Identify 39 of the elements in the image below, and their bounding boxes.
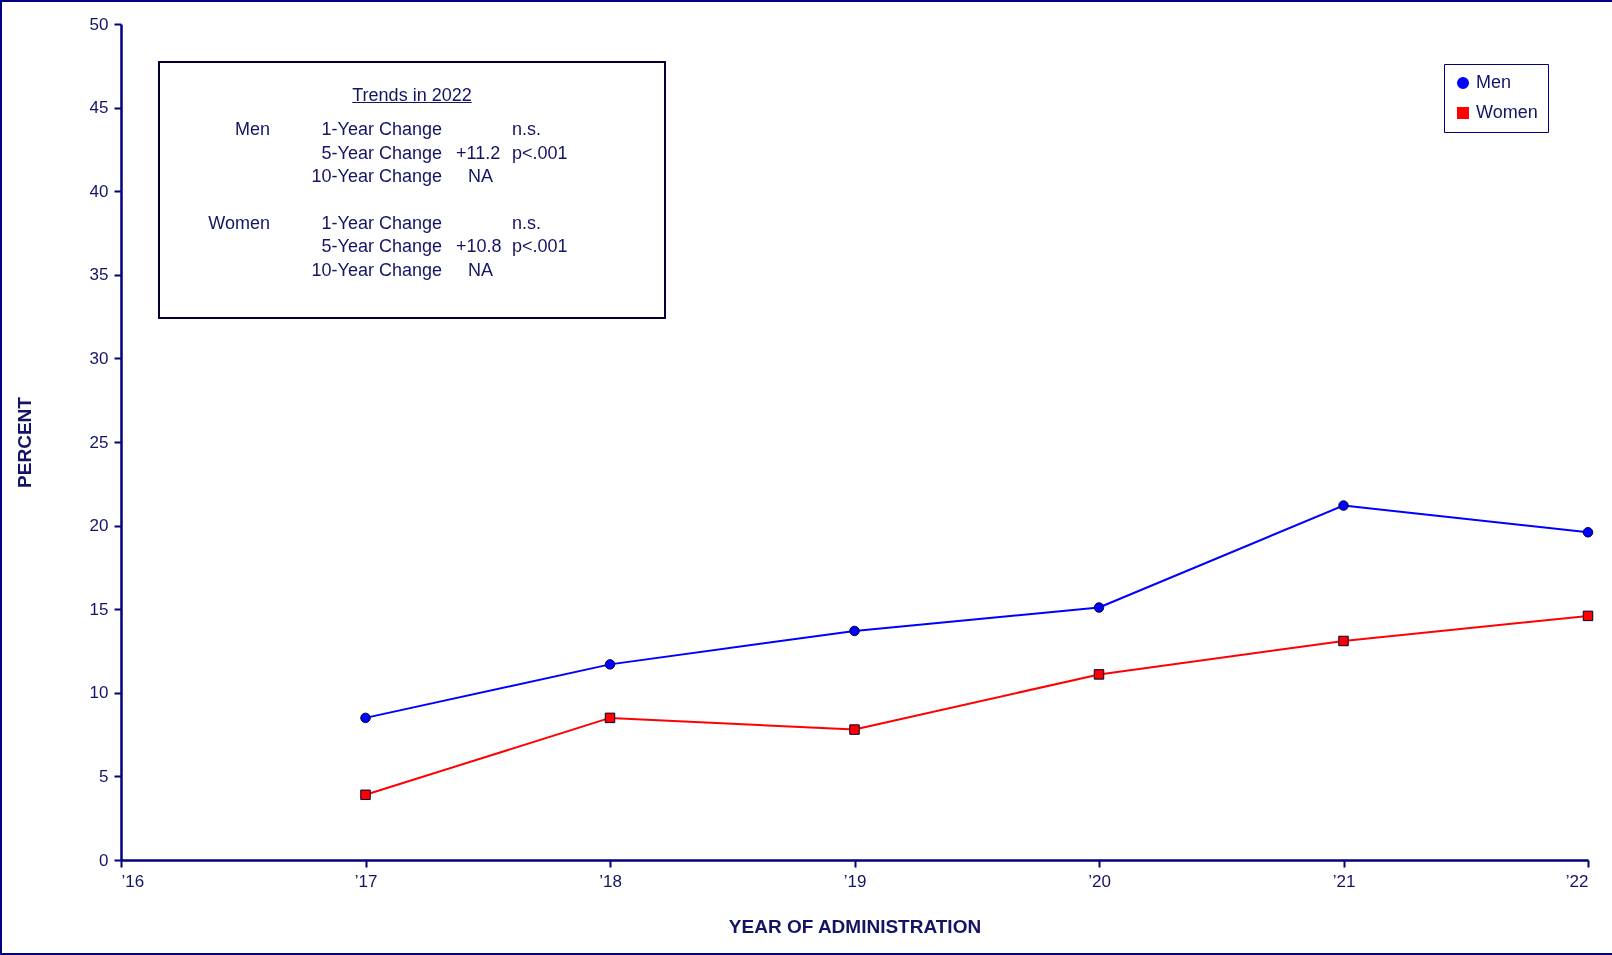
annotation: n.s. bbox=[512, 212, 542, 234]
y-tick-label: 10 bbox=[89, 683, 109, 703]
annotation: Women bbox=[208, 212, 270, 234]
annotation: 10-Year Change bbox=[311, 259, 442, 281]
x-tick-label: ’21 bbox=[1332, 871, 1356, 891]
x-tick-label: ’18 bbox=[599, 871, 622, 891]
x-tick-label: ’22 bbox=[1565, 871, 1589, 891]
annotation: 1-Year Change bbox=[321, 119, 442, 140]
annotation: NA bbox=[468, 259, 494, 281]
annotation: +11.2 bbox=[456, 142, 501, 164]
y-tick-label: 40 bbox=[89, 181, 109, 201]
annotation: Men bbox=[234, 119, 270, 140]
annotation: 1-Year Change bbox=[321, 212, 442, 234]
y-tick-label: 50 bbox=[89, 14, 109, 34]
y-tick-label: 20 bbox=[89, 516, 109, 536]
annotation: p<.001 bbox=[512, 142, 568, 164]
annotation: 5-Year Change bbox=[321, 236, 442, 257]
y-tick-label: 45 bbox=[89, 98, 109, 118]
annotation: n.s. bbox=[512, 119, 542, 140]
x-tick-label: ’20 bbox=[1088, 871, 1111, 891]
legend-label: Women bbox=[1476, 102, 1538, 122]
annotation: Trends in 2022 bbox=[351, 85, 473, 106]
x-axis-title: YEAR OF ADMINISTRATION bbox=[728, 915, 982, 937]
annotation: 5-Year Change bbox=[321, 142, 442, 164]
y-tick-label: 5 bbox=[99, 766, 109, 786]
legend-label: Men bbox=[1476, 72, 1512, 92]
y-tick-label: 35 bbox=[89, 265, 109, 285]
annotation: +10.8 bbox=[456, 236, 502, 257]
y-tick-label: 30 bbox=[89, 348, 109, 368]
y-tick-label: 15 bbox=[89, 599, 109, 619]
annotation: 10-Year Change bbox=[311, 166, 442, 187]
y-tick-label: 0 bbox=[99, 850, 109, 870]
y-tick-label: 25 bbox=[89, 432, 109, 452]
annotation: p<.001 bbox=[512, 236, 568, 257]
x-tick-label: ’19 bbox=[843, 871, 867, 891]
x-tick-label: ’16 bbox=[121, 871, 145, 891]
x-tick-label: ’17 bbox=[354, 871, 378, 891]
annotation: NA bbox=[468, 166, 494, 187]
y-axis-title: PERCENT bbox=[13, 396, 35, 488]
